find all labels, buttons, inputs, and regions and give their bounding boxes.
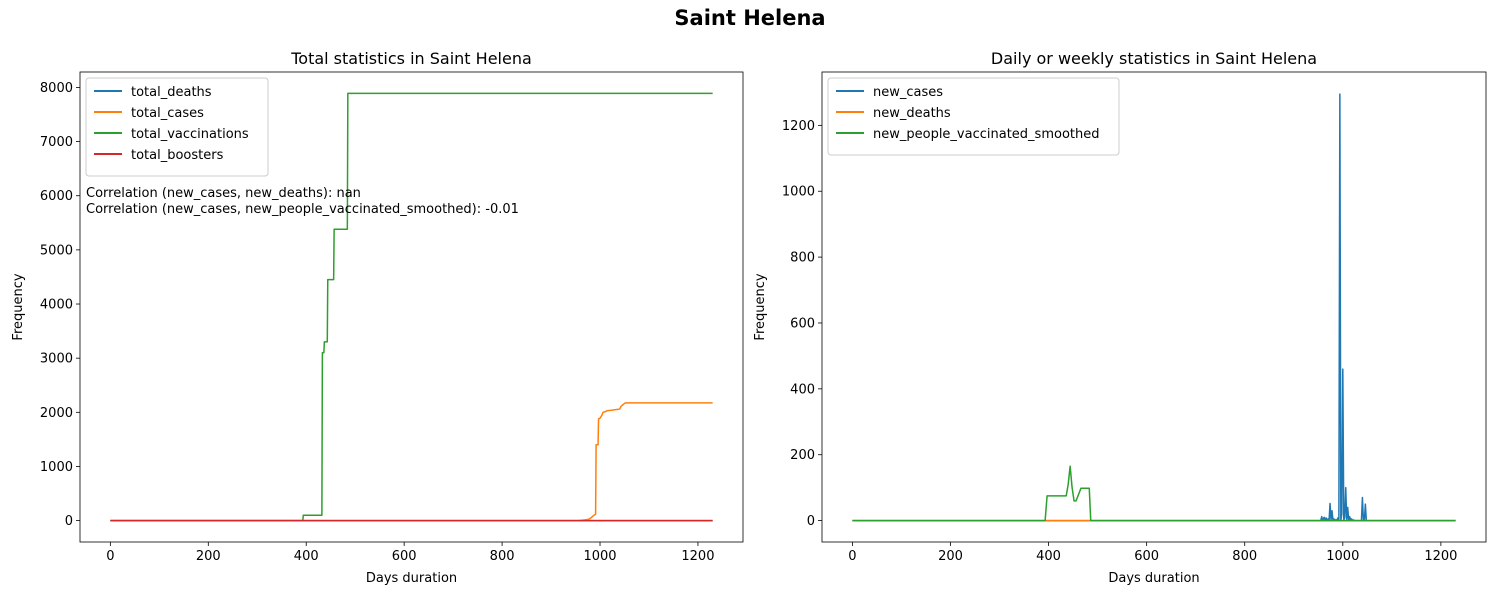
x-tick-label: 800: [1232, 549, 1257, 564]
chart-title: Total statistics in Saint Helena: [290, 49, 532, 68]
series-group: [852, 93, 1456, 522]
y-tick-label: 1000: [782, 185, 815, 200]
legend-label: new_deaths: [873, 106, 951, 121]
x-tick-label: 600: [392, 549, 417, 564]
x-tick-label: 1000: [1326, 549, 1359, 564]
x-axis-label: Days duration: [366, 571, 457, 586]
y-tick-label: 200: [790, 448, 815, 463]
legend-box: [827, 77, 1120, 156]
y-tick-label: 0: [65, 514, 73, 529]
y-tick-label: 6000: [40, 189, 73, 204]
y-axis-label: Frequency: [11, 273, 26, 340]
legend-label: total_vaccinations: [131, 127, 249, 142]
y-tick-label: 2000: [40, 406, 73, 421]
series-line-total_vaccinations: [110, 92, 713, 522]
chart-title: Daily or weekly statistics in Saint Hele…: [991, 49, 1317, 68]
legend-label: total_cases: [131, 106, 204, 121]
x-tick-label: 400: [1036, 549, 1061, 564]
legend-label: total_boosters: [131, 148, 224, 163]
x-tick-label: 400: [294, 549, 319, 564]
y-tick-label: 800: [790, 251, 815, 266]
series-line-new_cases: [852, 93, 1456, 522]
correlation-annotation: Correlation (new_cases, new_people_vacci…: [86, 202, 519, 217]
x-tick-label: 200: [196, 549, 221, 564]
y-tick-label: 400: [790, 382, 815, 397]
legend-box: [85, 77, 269, 177]
series-line-total_cases: [110, 402, 713, 522]
legend: new_cases new_deaths new_people_vaccinated…: [827, 77, 1120, 156]
x-tick-label: 600: [1134, 549, 1159, 564]
correlation-annotation: Correlation (new_cases, new_deaths): nan: [86, 186, 361, 201]
x-axis-label: Days duration: [1108, 571, 1199, 586]
legend-label: new_cases: [873, 85, 943, 100]
y-tick-label: 4000: [40, 298, 73, 313]
plot-frame: [79, 71, 744, 543]
legend-label: new_people_vaccinated_smoothed: [873, 127, 1099, 142]
x-tick-label: 0: [106, 549, 114, 564]
legend-label: total_deaths: [131, 85, 212, 100]
y-tick-label: 1000: [40, 460, 73, 475]
y-tick-label: 5000: [40, 243, 73, 258]
y-tick-label: 1200: [782, 119, 815, 134]
x-tick-label: 1000: [583, 549, 616, 564]
legend: total_deaths total_cases total_vaccination…: [85, 77, 269, 177]
y-tick-label: 8000: [40, 81, 73, 96]
y-axis-label: Frequency: [753, 273, 768, 340]
y-tick-label: 3000: [40, 352, 73, 367]
figure-suptitle: Saint Helena: [674, 6, 826, 30]
plot-frame: [821, 71, 1487, 543]
series-line-new_people_vaccinated_smoothed: [852, 465, 1456, 522]
x-tick-label: 1200: [1424, 549, 1457, 564]
x-tick-label: 200: [938, 549, 963, 564]
x-tick-label: 1200: [681, 549, 714, 564]
series-group: [110, 92, 713, 522]
y-tick-label: 600: [790, 316, 815, 331]
x-tick-label: 0: [848, 549, 856, 564]
chart-panel-2: Daily or weekly statistics in Saint Hele…: [753, 49, 1487, 586]
y-tick-label: 7000: [40, 135, 73, 150]
chart-panel-1: Total statistics in Saint Helena 0 200 400 6…: [11, 49, 744, 586]
y-tick-label: 0: [807, 514, 815, 529]
x-tick-label: 800: [490, 549, 515, 564]
